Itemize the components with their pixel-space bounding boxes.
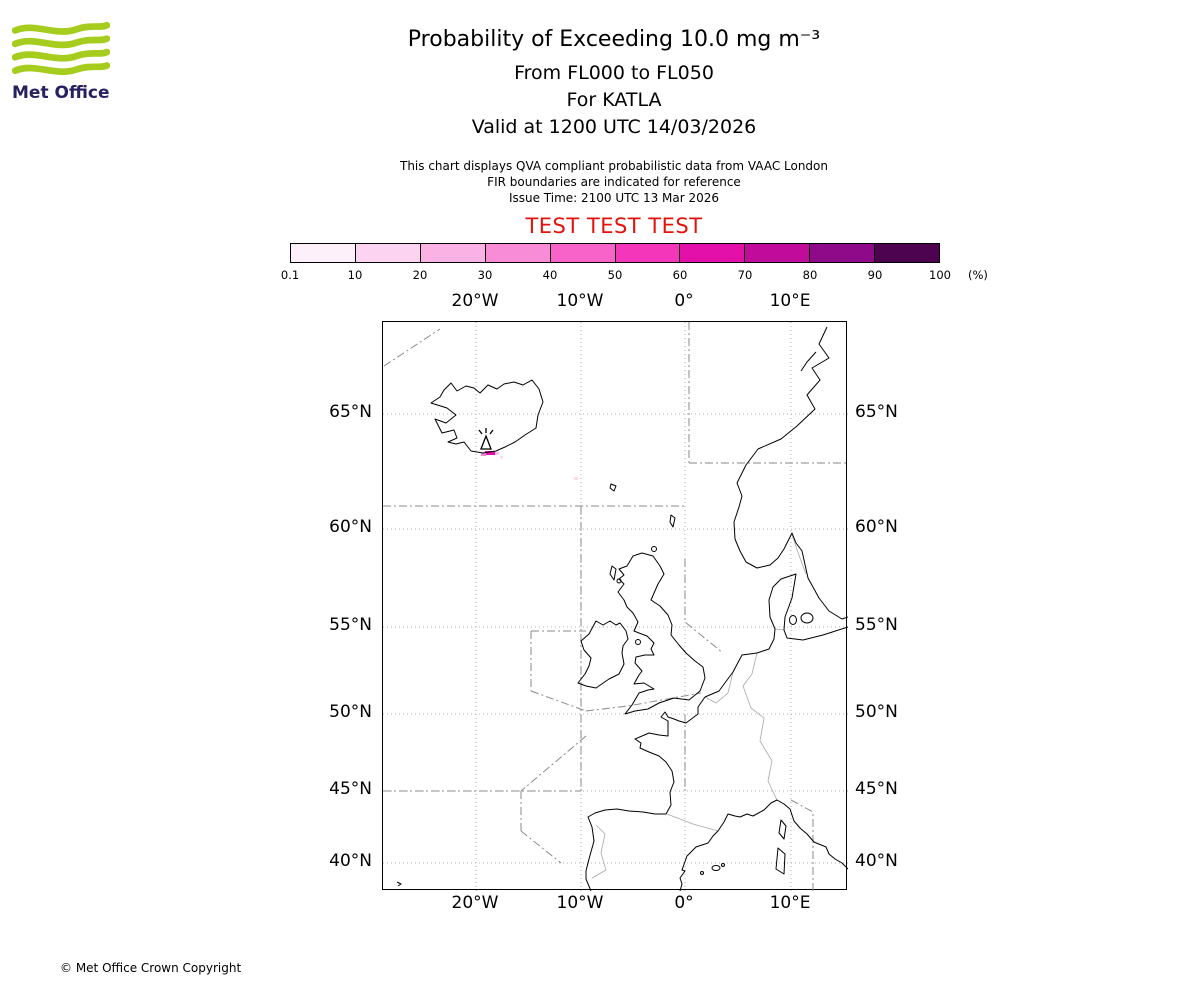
colorbar-tick: 50 bbox=[607, 268, 623, 282]
x-axis-label-bottom: 0° bbox=[674, 893, 694, 913]
colorbar-unit-label: (%) bbox=[968, 268, 988, 282]
colorbar-tick: 60 bbox=[672, 268, 688, 282]
logo-wave bbox=[11, 62, 111, 76]
colorbar-seg-2 bbox=[420, 244, 486, 262]
colorbar-seg-6 bbox=[680, 244, 746, 262]
y-axis-label-left: 60°N bbox=[329, 517, 372, 537]
probability-patches bbox=[481, 451, 578, 480]
colorbar-tick: 0.1 bbox=[280, 268, 300, 282]
coastlines bbox=[396, 326, 849, 892]
map-canvas bbox=[383, 322, 849, 892]
y-axis-label-left: 40°N bbox=[329, 851, 372, 871]
colorbar-seg-9 bbox=[875, 244, 940, 262]
y-axis-label-right: 55°N bbox=[855, 615, 898, 635]
x-axis-label-top: 10°W bbox=[556, 291, 604, 311]
x-axis-label-bottom: 10°W bbox=[556, 893, 604, 913]
colorbar-tick: 70 bbox=[737, 268, 753, 282]
colorbar-tick: 30 bbox=[477, 268, 493, 282]
met-office-logo-waves bbox=[11, 21, 111, 76]
colorbar-tick: 90 bbox=[867, 268, 883, 282]
note-fir: FIR boundaries are indicated for referen… bbox=[487, 175, 741, 189]
logo-wave bbox=[11, 21, 111, 35]
y-axis-label-left: 50°N bbox=[329, 702, 372, 722]
y-axis-label-right: 45°N bbox=[855, 779, 898, 799]
note-qva: This chart displays QVA compliant probab… bbox=[400, 159, 828, 173]
logo-wave bbox=[11, 48, 111, 62]
y-axis-label-left: 65°N bbox=[329, 402, 372, 422]
page-title: Probability of Exceeding 10.0 mg m⁻³ bbox=[407, 27, 821, 52]
colorbar-seg-7 bbox=[745, 244, 811, 262]
met-office-logo: Met Office bbox=[11, 21, 132, 103]
colorbar-seg-0 bbox=[291, 244, 356, 262]
y-axis-label-left: 45°N bbox=[329, 779, 372, 799]
copyright-notice: © Met Office Crown Copyright bbox=[60, 961, 242, 975]
colorbar-seg-5 bbox=[615, 244, 681, 262]
map-frame bbox=[382, 321, 849, 892]
x-axis-label-bottom: 10°E bbox=[769, 893, 811, 913]
colorbar-tick: 10 bbox=[347, 268, 363, 282]
y-axis-label-right: 65°N bbox=[855, 402, 898, 422]
x-axis-label-top: 0° bbox=[674, 291, 694, 311]
colorbar-seg-3 bbox=[485, 244, 551, 262]
fir-boundaries bbox=[383, 322, 848, 891]
colorbar-tick: 20 bbox=[412, 268, 428, 282]
colorbar-seg-8 bbox=[810, 244, 876, 262]
test-banner: TEST TEST TEST bbox=[525, 214, 703, 238]
met-office-logo-text: Met Office bbox=[12, 83, 110, 103]
colorbar-seg-4 bbox=[550, 244, 616, 262]
y-axis-label-left: 55°N bbox=[329, 615, 372, 635]
x-axis-label-top: 10°E bbox=[769, 291, 811, 311]
subtitle-valid-time: Valid at 1200 UTC 14/03/2026 bbox=[471, 116, 757, 138]
colorbar-tick: 100 bbox=[929, 268, 951, 282]
x-axis-label-bottom: 20°W bbox=[451, 893, 499, 913]
colorbar-tick: 40 bbox=[542, 268, 558, 282]
colorbar-tick: 80 bbox=[802, 268, 818, 282]
y-axis-label-right: 50°N bbox=[855, 702, 898, 722]
logo-wave bbox=[11, 35, 111, 49]
subtitle-volcano: For KATLA bbox=[566, 89, 662, 111]
x-axis-label-top: 20°W bbox=[451, 291, 499, 311]
note-issue-time: Issue Time: 2100 UTC 13 Mar 2026 bbox=[508, 191, 720, 205]
colorbar-seg-1 bbox=[355, 244, 421, 262]
y-axis-label-right: 60°N bbox=[855, 517, 898, 537]
y-axis-label-right: 40°N bbox=[855, 851, 898, 871]
probability-colorbar bbox=[290, 243, 940, 263]
subtitle-flight-levels: From FL000 to FL050 bbox=[514, 62, 714, 84]
volcano-icon bbox=[478, 428, 494, 450]
graticule-gridlines bbox=[383, 322, 848, 891]
country-borders bbox=[591, 534, 807, 879]
